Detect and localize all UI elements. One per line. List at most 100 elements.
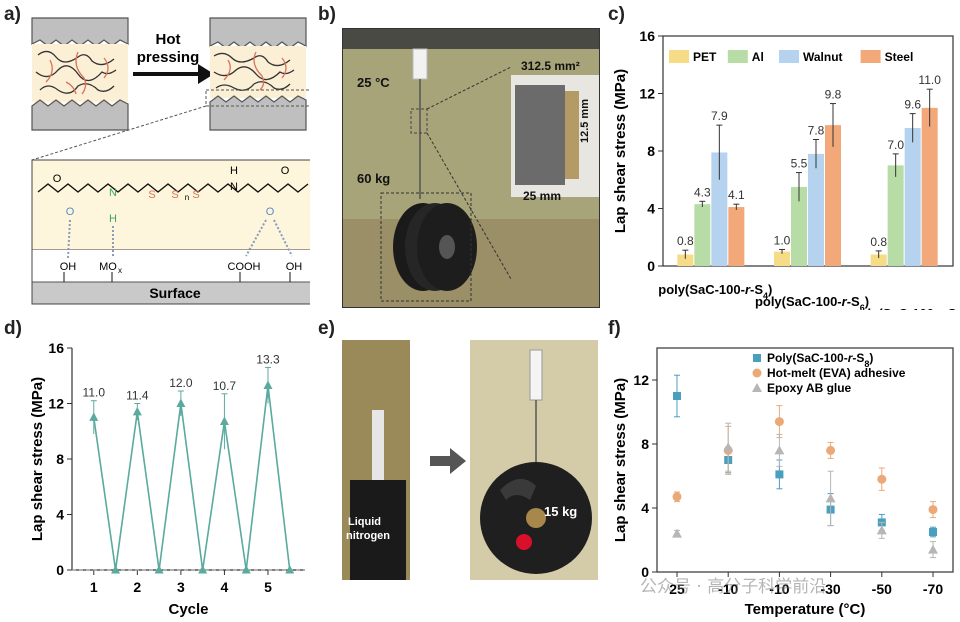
chart-c-value-label: 9.8	[825, 88, 842, 102]
group-oh-1: OH	[60, 261, 77, 273]
chart-c-ytick-label: 4	[647, 201, 655, 217]
chart-d-point	[132, 406, 142, 416]
chart-c-ytick-label: 8	[647, 143, 655, 159]
chart-f-xtick-label: -70	[923, 581, 943, 597]
chart-d-point	[111, 565, 121, 574]
chart-c-value-label: 4.3	[694, 185, 711, 199]
atom-h-1: H	[109, 213, 117, 225]
chart-c-bar	[728, 207, 745, 266]
chart-f-point	[673, 392, 681, 400]
chart-f-legend-marker	[752, 368, 762, 378]
panel-e-photo-left: Liquid nitrogen	[342, 340, 410, 580]
panel-e-photo-right: 15 kg	[470, 340, 598, 580]
panel-label-d: d)	[4, 318, 22, 339]
chart-d-peak-label: 12.0	[169, 376, 193, 390]
specimen-after	[205, 17, 310, 131]
chart-d-point	[263, 380, 273, 389]
panel-label-f: f)	[608, 318, 621, 339]
photo-e-liquid-1: Liquid	[348, 516, 381, 528]
chart-d-point	[285, 565, 295, 574]
chart-c-category-label: poly(SaC-100-r-S4)	[658, 282, 772, 301]
chart-c-bar	[677, 254, 694, 266]
chart-d-xtick-label: 4	[221, 579, 229, 595]
atom-o-3: O	[281, 165, 290, 177]
panel-e-arrow	[430, 448, 466, 474]
chart-f-ylabel: Lap shear stress (MPa)	[612, 378, 629, 542]
chart-c-bar	[791, 186, 807, 266]
chart-c-ylabel: Lap shear stress (MPa)	[612, 69, 629, 233]
chart-f-legend-label: Poly(SaC-100-r-S8)	[767, 351, 873, 369]
chart-c-bar	[870, 254, 887, 266]
panel-label-a: a)	[4, 4, 21, 25]
chart-c-category-label: poly(SaC-100-r-S8)	[852, 306, 960, 310]
chart-f-legend-label: Epoxy AB glue	[767, 381, 852, 395]
surface-label: Surface	[149, 285, 201, 301]
chart-c-ytick-label: 12	[639, 86, 655, 102]
photo-b-temp: 25 °C	[357, 75, 390, 90]
panel-b-photo: 25 °C 60 kg 312.5 mm² 25 mm 12.5 mm	[342, 28, 600, 308]
chart-d-ytick-label: 16	[48, 340, 64, 356]
chart-f-xtick-label: -50	[872, 581, 892, 597]
chart-c-value-label: 7.8	[808, 124, 825, 138]
photo-e-mass: 15 kg	[544, 504, 578, 519]
group-oh-2: OH	[286, 261, 303, 273]
chart-f-point	[672, 492, 682, 502]
chart-f-legend-marker	[753, 354, 761, 362]
chart-f-legend-label: Hot-melt (EVA) adhesive	[767, 366, 906, 380]
chart-d-point	[198, 565, 208, 574]
chart-c-value-label: 1.0	[774, 233, 791, 247]
chart-f-point	[774, 417, 784, 427]
chart-c-legend-swatch	[669, 50, 689, 63]
group-cooh: COOH	[228, 261, 261, 273]
chart-c-value-label: 7.0	[887, 138, 904, 152]
panel-label-e: e)	[318, 318, 335, 339]
chart-f-ytick-label: 4	[641, 500, 649, 516]
panel-a-schematic: Hot pressing Surface O O N H S S n S H N…	[31, 17, 310, 305]
chart-c-legend-label: Al	[752, 50, 764, 64]
chart-d-peak-label: 11.4	[126, 389, 149, 403]
chart-f-point	[928, 505, 938, 515]
atom-n-subscript: n	[185, 193, 189, 202]
chart-d-peak-label: 13.3	[256, 352, 280, 366]
chart-c-bar	[904, 128, 921, 266]
chart-d-point	[89, 412, 99, 421]
atom-o-1: O	[53, 173, 62, 185]
chart-d-ytick-label: 0	[56, 562, 64, 578]
chart-d-peak-label: 10.7	[213, 379, 237, 393]
chart-f-ytick-label: 12	[633, 372, 649, 388]
atom-h-2: H	[230, 165, 238, 177]
chart-f-xtick-label: 25	[669, 581, 685, 597]
chart-c-legend-swatch	[860, 50, 881, 63]
chart-d-ytick-label: 8	[56, 451, 64, 467]
chart-c-value-label: 11.0	[918, 73, 941, 87]
chart-f-xlabel: Temperature (°C)	[745, 601, 866, 618]
chart-c-bar	[921, 107, 938, 266]
photo-e-liquid-2: nitrogen	[346, 530, 390, 542]
chart-d-ylabel: Lap shear stress (MPa)	[29, 377, 46, 541]
chart-f-point	[928, 544, 938, 554]
atom-n-1: N	[109, 187, 117, 199]
chart-c-bar	[711, 152, 728, 266]
chart-c-bar	[808, 153, 824, 266]
chart-d-point	[241, 565, 251, 574]
panel-label-c: c)	[608, 4, 625, 25]
chart-f-frame	[656, 347, 954, 573]
chart-c-bar	[825, 125, 841, 266]
chart-c-bar	[887, 165, 904, 266]
atom-s-2: S	[171, 189, 178, 201]
photo-b-dim-w: 25 mm	[523, 189, 562, 203]
chart-c-category-label: poly(SaC-100-r-S6)	[755, 294, 869, 310]
chart-f-point	[723, 442, 734, 452]
chart-c-value-label: 5.5	[791, 157, 808, 171]
chart-d-xtick-label: 5	[264, 579, 272, 595]
chart-d-point	[154, 565, 164, 574]
chart-f-point	[929, 528, 937, 536]
chart-f-point	[825, 493, 836, 503]
watermark: 公众号 · 高分子科学前沿	[640, 577, 827, 597]
chart-c-bar	[774, 251, 790, 266]
chart-c-bar	[694, 204, 711, 266]
chart-f-scatter: 0 4 8 12 25 -10 -10 -30 -50 -70 Temperature (°C) La…	[612, 347, 954, 618]
chart-d-xlabel: Cycle	[168, 601, 208, 618]
arrow-label-pressing: pressing	[137, 49, 200, 66]
